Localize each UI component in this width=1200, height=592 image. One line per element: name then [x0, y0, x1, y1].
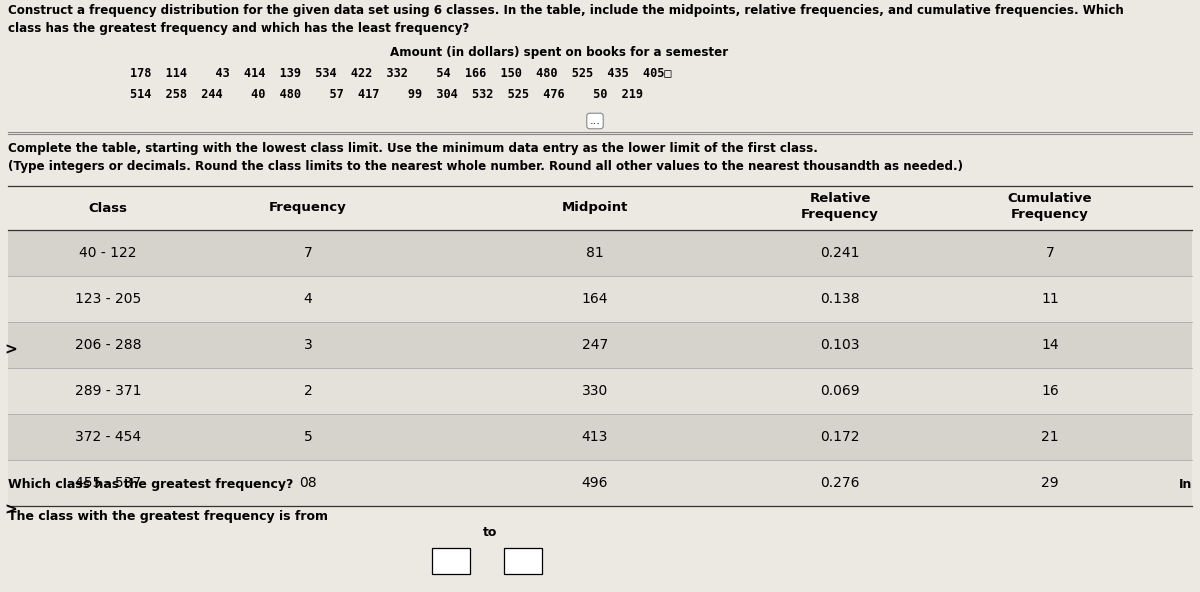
Text: Construct a frequency distribution for the given data set using 6 classes. In th: Construct a frequency distribution for t… — [8, 4, 1123, 17]
Text: Complete the table, starting with the lowest class limit. Use the minimum data e: Complete the table, starting with the lo… — [8, 142, 818, 155]
Text: 455 - 537: 455 - 537 — [74, 476, 142, 490]
Text: 4: 4 — [304, 292, 312, 306]
Text: Frequency: Frequency — [802, 208, 878, 221]
Text: 514  258  244    40  480    57  417    99  304  532  525  476    50  219: 514 258 244 40 480 57 417 99 304 532 525… — [130, 88, 643, 101]
Text: Cumulative: Cumulative — [1008, 192, 1092, 205]
Text: 2: 2 — [304, 384, 312, 398]
Text: 289 - 371: 289 - 371 — [74, 384, 142, 398]
Text: 81: 81 — [586, 246, 604, 260]
Text: The class with the greatest frequency is from: The class with the greatest frequency is… — [8, 510, 328, 523]
Text: Which class has the greatest frequency?: Which class has the greatest frequency? — [8, 478, 293, 491]
Text: 330: 330 — [582, 384, 608, 398]
Text: 16: 16 — [1042, 384, 1058, 398]
Text: >: > — [4, 343, 17, 358]
Text: (Type integers or decimals. Round the class limits to the nearest whole number. : (Type integers or decimals. Round the cl… — [8, 160, 964, 173]
Text: 206 - 288: 206 - 288 — [74, 338, 142, 352]
Bar — [8, 322, 1192, 368]
Text: 0.138: 0.138 — [820, 292, 860, 306]
Text: Midpoint: Midpoint — [562, 201, 628, 214]
Text: 0.103: 0.103 — [821, 338, 859, 352]
Bar — [8, 276, 1192, 322]
Text: 0.069: 0.069 — [820, 384, 860, 398]
Text: ...: ... — [589, 116, 600, 126]
Text: 7: 7 — [304, 246, 312, 260]
Text: 40 - 122: 40 - 122 — [79, 246, 137, 260]
Text: 5: 5 — [304, 430, 312, 444]
Text: 164: 164 — [582, 292, 608, 306]
Text: 7: 7 — [1045, 246, 1055, 260]
Text: 29: 29 — [1042, 476, 1058, 490]
Text: 123 - 205: 123 - 205 — [74, 292, 142, 306]
Text: Relative: Relative — [809, 192, 871, 205]
Text: 14: 14 — [1042, 338, 1058, 352]
Text: 247: 247 — [582, 338, 608, 352]
Text: 0.276: 0.276 — [821, 476, 859, 490]
Text: class has the greatest frequency and which has the least frequency?: class has the greatest frequency and whi… — [8, 22, 469, 35]
Bar — [504, 548, 542, 574]
Text: to: to — [482, 526, 497, 539]
Text: 178  114    43  414  139  534  422  332    54  166  150  480  525  435  405□: 178 114 43 414 139 534 422 332 54 166 15… — [130, 66, 672, 79]
Text: Amount (in dollars) spent on books for a semester: Amount (in dollars) spent on books for a… — [390, 46, 728, 59]
Text: In: In — [1178, 478, 1192, 491]
Text: Frequency: Frequency — [269, 201, 347, 214]
Text: >: > — [4, 503, 17, 517]
Text: 0.241: 0.241 — [821, 246, 859, 260]
Text: 21: 21 — [1042, 430, 1058, 444]
Text: 11: 11 — [1042, 292, 1058, 306]
Bar — [8, 230, 1192, 276]
Text: 3: 3 — [304, 338, 312, 352]
Text: Frequency: Frequency — [1012, 208, 1088, 221]
Text: 413: 413 — [582, 430, 608, 444]
Text: Class: Class — [89, 201, 127, 214]
Bar — [432, 548, 470, 574]
Bar — [8, 460, 1192, 506]
Bar — [8, 368, 1192, 414]
Text: 496: 496 — [582, 476, 608, 490]
Text: 0.172: 0.172 — [821, 430, 859, 444]
Bar — [8, 414, 1192, 460]
Text: 372 - 454: 372 - 454 — [74, 430, 142, 444]
Text: 08: 08 — [299, 476, 317, 490]
